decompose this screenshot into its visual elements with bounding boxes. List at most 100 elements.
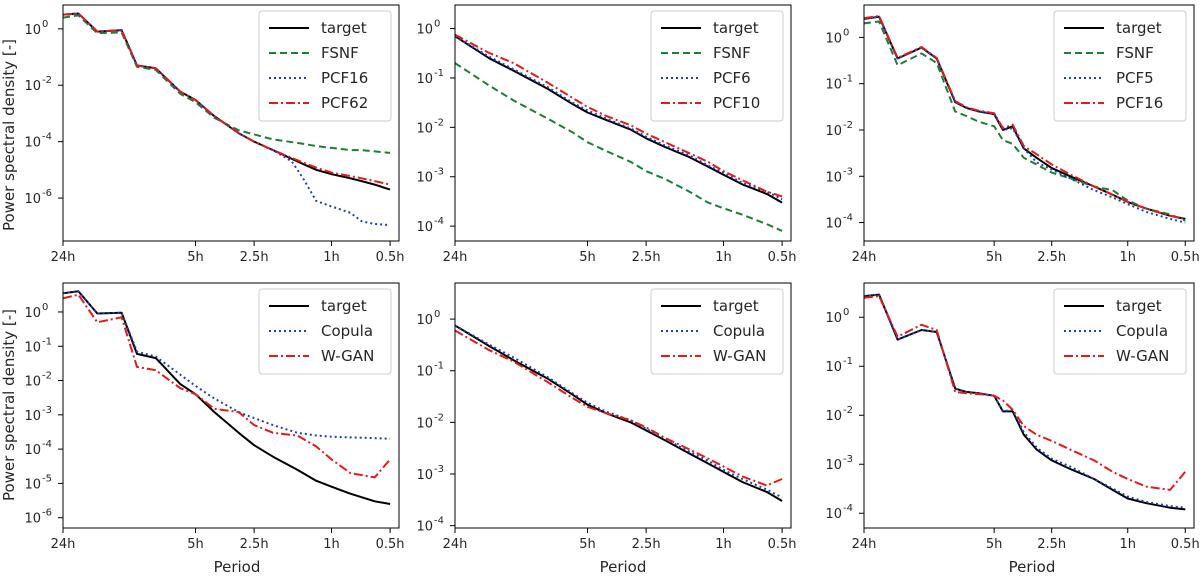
series-line-copula [455,324,783,499]
y-tick-label: 100 [825,307,849,326]
chart-panel-bottom-left: 24h 5h 2.5h 1h 0.5h 100 10-1 10-2 10-3 10-4 10-5 10… [24,282,405,552]
legend-label-fsnf: FSNF [1116,44,1154,62]
legend-label-w-gan: W-GAN [713,347,766,365]
x-axis-label-right: Period [1009,558,1056,576]
x-tick-label: 24h [852,250,877,265]
x-tick-label: 24h [51,537,76,552]
x-tick-label: 0.5h [768,250,797,265]
y-tick-exponent: -1 [42,336,52,347]
chart-panel-top-left: 24h 5h 2.5h 1h 0.5h 100 10-2 10-4 10-6 target FSNF… [24,4,405,265]
legend-label-w-gan: W-GAN [321,347,374,365]
y-tick-exponent: -1 [843,74,853,85]
x-tick-label: 5h [579,250,596,265]
y-tick-exponent: 0 [434,19,440,30]
legend-label-target: target [321,297,367,315]
y-tick-label: 100 [24,19,48,38]
x-tick-label: 2.5h [1037,250,1066,265]
y-tick-label: 10-2 [416,117,444,136]
series-line-fsnf [455,62,783,232]
y-tick-exponent: -1 [843,356,853,367]
y-tick-exponent: 0 [42,19,48,30]
y-tick-label: 10-1 [416,361,444,380]
series-line-w-gan [864,295,1187,491]
x-tick-label: 5h [986,250,1003,265]
legend: target FSNF PCF16 PCF62 [258,10,392,122]
y-tick-label: 10-4 [416,516,444,535]
y-tick-label: 100 [416,19,440,38]
y-tick-label: 10-3 [24,405,52,424]
chart-panel-bottom-middle: 24h 5h 2.5h 1h 0.5h 100 10-1 10-2 10-3 10-4 target… [416,282,797,552]
legend-box [1053,10,1187,122]
y-tick-label: 10-2 [24,75,52,94]
y-axis-label-bottom: Power spectral density [-] [0,309,18,501]
x-axis-label-middle: Period [600,558,647,576]
y-tick-label: 10-4 [24,439,52,458]
x-tick-label: 1h [323,250,340,265]
x-tick-label: 0.5h [376,537,405,552]
y-tick-label: 10-4 [825,213,853,232]
legend-label-pcf5: PCF5 [1116,69,1154,87]
y-tick-exponent: -2 [434,412,444,423]
x-tick-label: 24h [443,537,468,552]
plot-frame [454,4,792,242]
x-tick-label: 1h [715,537,732,552]
legend-box [650,10,784,122]
y-tick-exponent: -6 [42,188,52,199]
legend-box [258,288,392,375]
x-tick-label: 5h [187,250,204,265]
x-tick-label: 2.5h [632,537,661,552]
y-tick-label: 10-4 [416,216,444,235]
chart-panel-bottom-right: 24h 5h 2.5h 1h 0.5h 100 10-1 10-2 10-3 10-4 target… [825,282,1200,552]
series-line-target [864,293,1186,511]
x-tick-label: 5h [986,537,1003,552]
legend-label-pcf16: PCF16 [321,69,368,87]
series-line-pcf10 [455,33,783,198]
series-line-target [455,35,783,204]
legend-label-target: target [1116,19,1162,37]
series-line-target [455,324,783,502]
series-line-w-gan [455,329,783,487]
series-line-fsnf [864,20,1186,222]
x-tick-label: 0.5h [376,250,405,265]
legend: target FSNF PCF6 PCF10 [650,10,784,122]
legend-label-pcf6: PCF6 [713,69,751,87]
y-tick-label: 10-3 [825,454,853,473]
legend: target Copula W-GAN [1053,288,1187,375]
y-tick-label: 10-5 [24,473,52,492]
x-tick-label: 1h [1119,250,1136,265]
y-tick-label: 10-1 [416,68,444,87]
y-tick-label: 10-1 [24,336,52,355]
plot-frame [863,282,1195,529]
series-line-target [63,290,391,505]
legend: target Copula W-GAN [650,288,784,375]
legend-label-target: target [321,19,367,37]
y-tick-exponent: -4 [843,213,853,224]
x-tick-label: 1h [323,537,340,552]
x-tick-label: 5h [579,537,596,552]
series-line-pcf16 [864,15,1186,220]
x-tick-label: 0.5h [1171,250,1200,265]
y-tick-label: 10-1 [825,74,853,93]
legend-label-fsnf: FSNF [713,44,751,62]
series-line-copula [63,290,391,440]
x-tick-label: 1h [1119,537,1136,552]
y-tick-exponent: -4 [843,503,853,514]
x-tick-label: 0.5h [1171,537,1200,552]
x-tick-label: 2.5h [1037,537,1066,552]
legend-label-target: target [713,19,759,37]
y-tick-exponent: -3 [843,166,853,177]
y-tick-exponent: 0 [843,27,849,38]
y-tick-exponent: -2 [42,371,52,382]
legend-label-target: target [713,297,759,315]
y-tick-label: 100 [416,309,440,328]
chart-panel-top-middle: 24h 5h 2.5h 1h 0.5h 100 10-1 10-2 10-3 10-4 target… [416,4,797,265]
y-tick-label: 10-2 [825,405,853,424]
y-tick-label: 10-3 [825,166,853,185]
series-line-pcf6 [455,35,783,201]
plot-frame [863,4,1195,242]
y-tick-label: 10-6 [24,188,52,207]
x-tick-label: 24h [51,250,76,265]
x-tick-label: 24h [443,250,468,265]
y-tick-exponent: -4 [42,132,52,143]
y-tick-exponent: -3 [42,405,52,416]
